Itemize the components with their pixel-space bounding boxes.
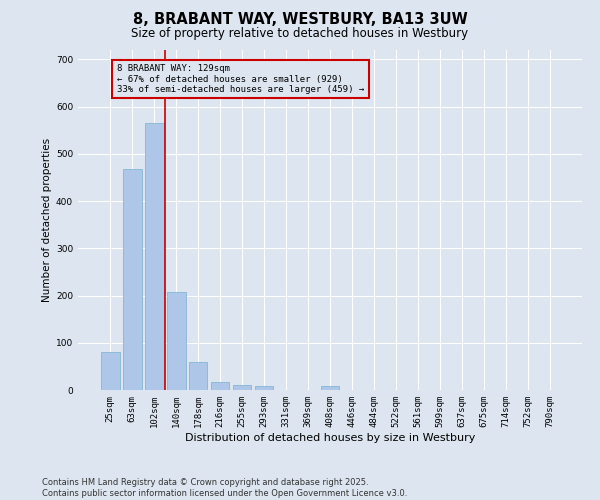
- Bar: [101, 352, 119, 390]
- Text: Size of property relative to detached houses in Westbury: Size of property relative to detached ho…: [131, 28, 469, 40]
- Text: 8, BRABANT WAY, WESTBURY, BA13 3UW: 8, BRABANT WAY, WESTBURY, BA13 3UW: [133, 12, 467, 28]
- Bar: [145, 123, 164, 390]
- Bar: [255, 386, 274, 390]
- Bar: [233, 386, 251, 390]
- Bar: [123, 170, 142, 390]
- Bar: [320, 386, 340, 390]
- Y-axis label: Number of detached properties: Number of detached properties: [42, 138, 52, 302]
- Bar: [211, 382, 229, 390]
- Text: 8 BRABANT WAY: 129sqm
← 67% of detached houses are smaller (929)
33% of semi-det: 8 BRABANT WAY: 129sqm ← 67% of detached …: [117, 64, 364, 94]
- Bar: [167, 292, 185, 390]
- Text: Contains HM Land Registry data © Crown copyright and database right 2025.
Contai: Contains HM Land Registry data © Crown c…: [42, 478, 407, 498]
- Bar: [189, 362, 208, 390]
- X-axis label: Distribution of detached houses by size in Westbury: Distribution of detached houses by size …: [185, 432, 475, 442]
